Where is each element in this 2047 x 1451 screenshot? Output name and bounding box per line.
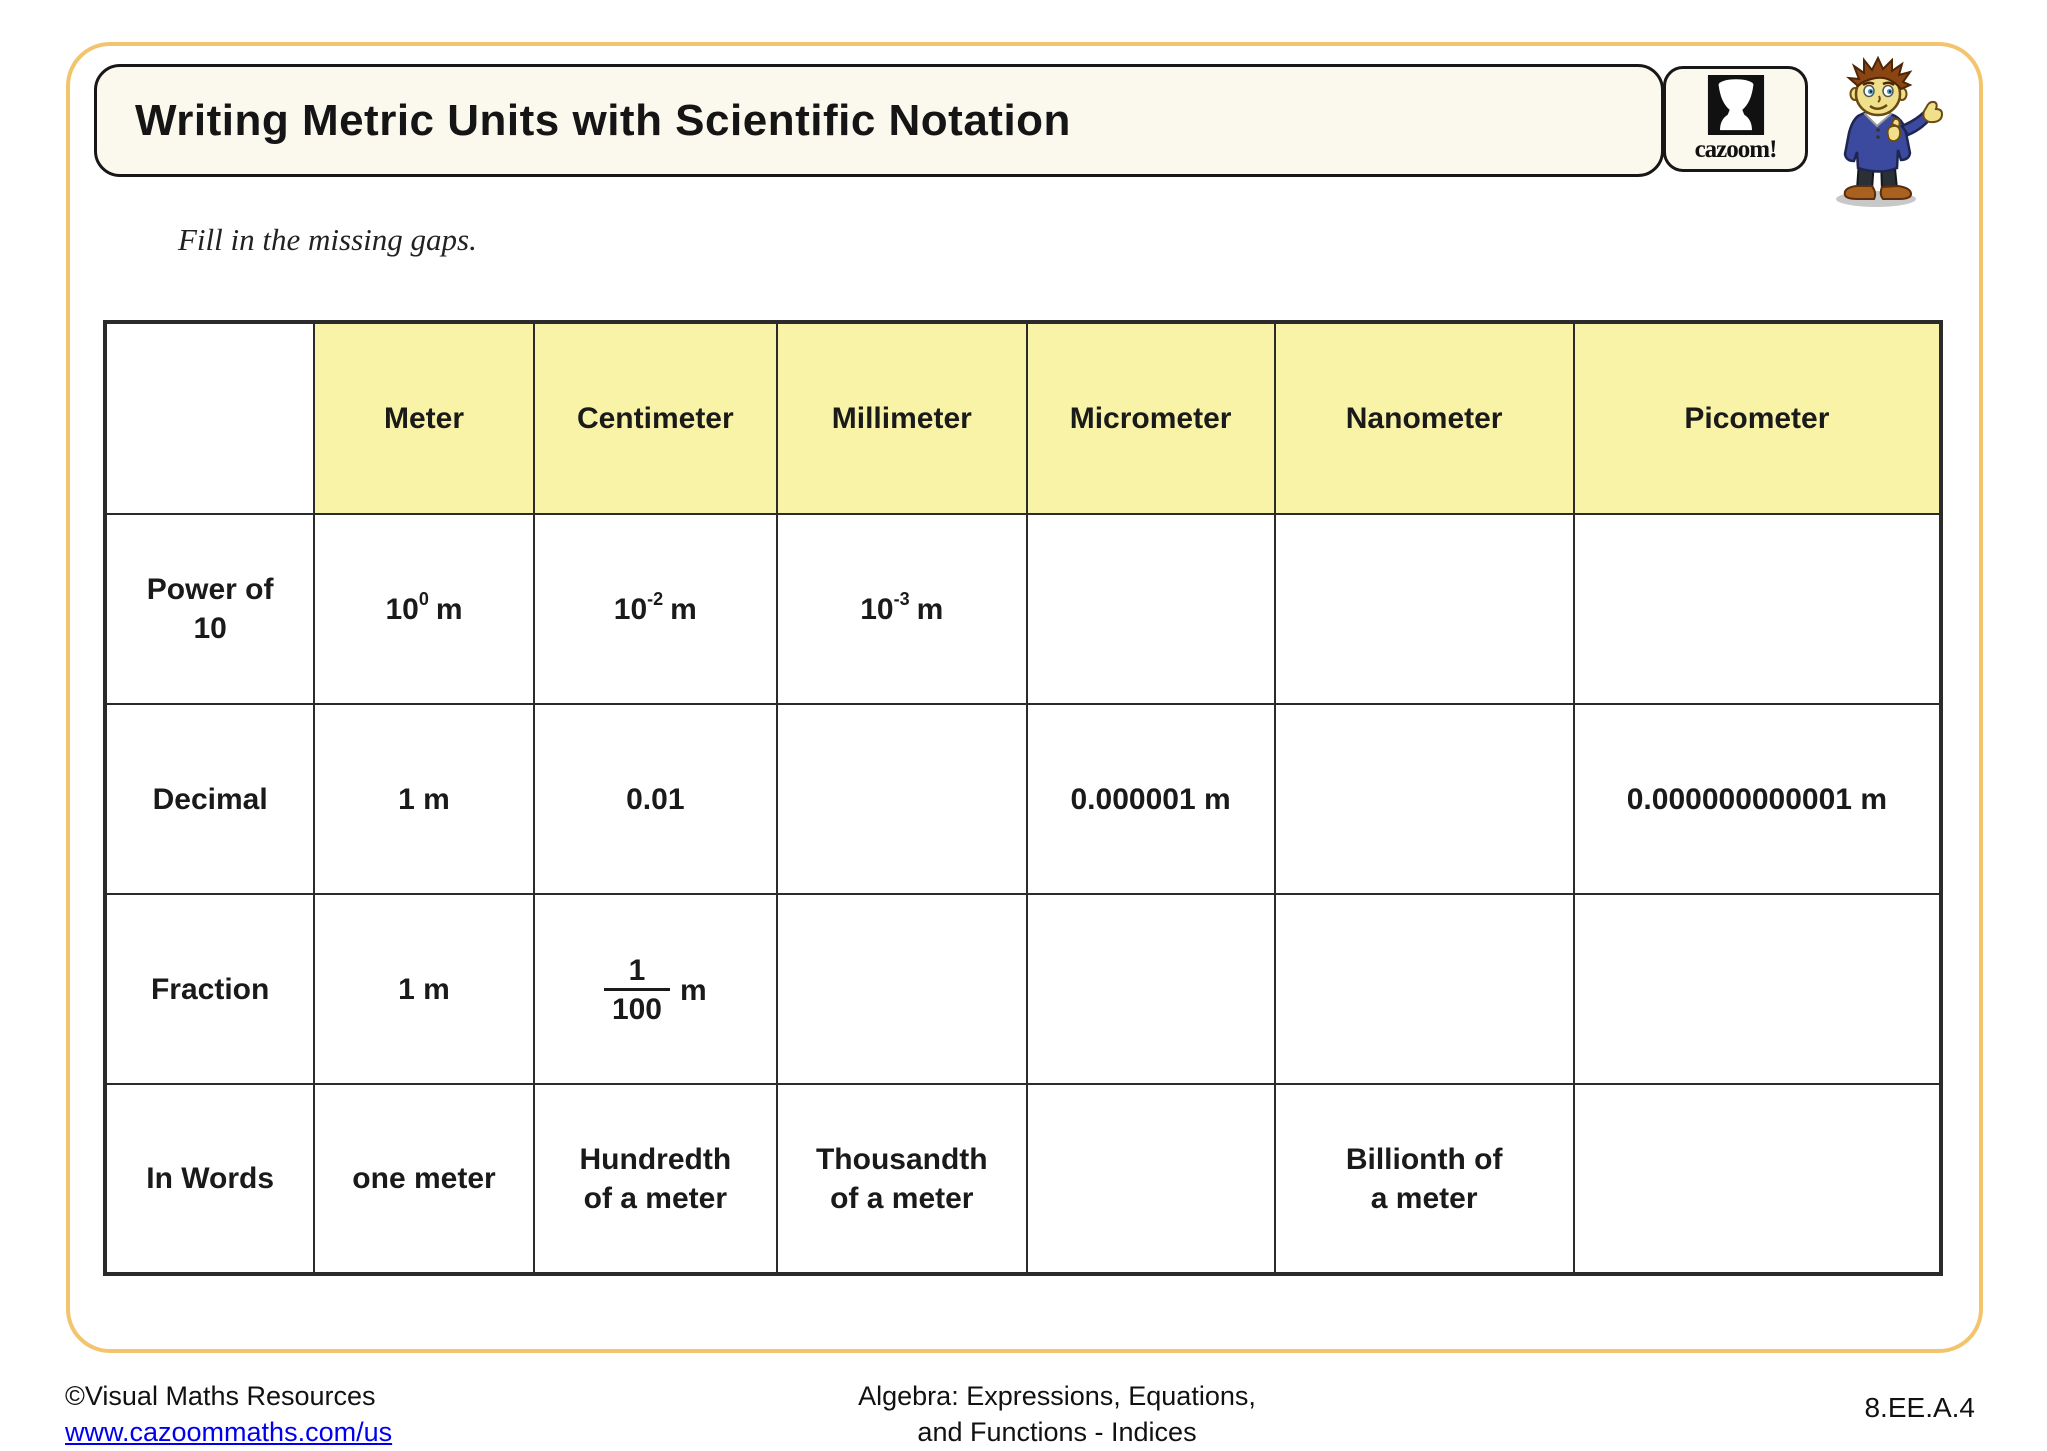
cell-decimal-meter: 1 m xyxy=(313,703,535,895)
cell-decimal-micrometer: 0.000001 m xyxy=(1025,703,1276,895)
copyright-text: ©Visual Maths Resources xyxy=(65,1381,376,1411)
logo-text: cazoom! xyxy=(1694,135,1778,163)
title-box: Writing Metric Units with Scientific Not… xyxy=(94,64,1664,177)
cell-fraction-millimeter xyxy=(775,893,1028,1085)
cell-power-of-10-nanometer xyxy=(1273,513,1575,705)
cell-fraction-centimeter: 1 100 m xyxy=(532,893,778,1085)
cell-power-of-10-millimeter: 10-3 m xyxy=(775,513,1028,705)
row-label-fraction: Fraction xyxy=(103,893,316,1085)
column-header-meter: Meter xyxy=(313,321,535,515)
cell-in-words-picometer xyxy=(1572,1083,1943,1275)
metric-units-table: Meter Centimeter Millimeter Micrometer Nanom… xyxy=(103,320,1943,1276)
cell-decimal-picometer: 0.000000000001 m xyxy=(1572,703,1943,895)
cell-power-of-10-picometer xyxy=(1572,513,1943,705)
column-header-picometer: Picometer xyxy=(1572,321,1943,515)
cell-fraction-micrometer xyxy=(1025,893,1276,1085)
cell-in-words-nanometer: Billionth of a meter xyxy=(1273,1083,1575,1275)
cell-in-words-micrometer xyxy=(1025,1083,1276,1275)
cell-in-words-centimeter: Hundredth of a meter xyxy=(532,1083,778,1275)
cell-in-words-millimeter: Thousandth of a meter xyxy=(775,1083,1028,1275)
instruction-text: Fill in the missing gaps. xyxy=(178,222,477,257)
cell-decimal-nanometer xyxy=(1273,703,1575,895)
column-header-nanometer: Nanometer xyxy=(1273,321,1575,515)
cazoom-logo: cazoom! xyxy=(1663,66,1808,172)
footer-topic-line1: Algebra: Expressions, Equations, xyxy=(858,1381,1256,1411)
column-header-centimeter: Centimeter xyxy=(532,321,778,515)
cell-power-of-10-micrometer xyxy=(1025,513,1276,705)
cell-decimal-centimeter: 0.01 xyxy=(532,703,778,895)
column-header-micrometer: Micrometer xyxy=(1025,321,1276,515)
row-label-power-of-10: Power of 10 xyxy=(103,513,316,705)
cell-fraction-picometer xyxy=(1572,893,1943,1085)
cell-decimal-millimeter xyxy=(775,703,1028,895)
column-header-millimeter: Millimeter xyxy=(775,321,1028,515)
row-label-decimal: Decimal xyxy=(103,703,316,895)
mascot-boy-icon xyxy=(1836,56,1944,207)
standard-code: 8.EE.A.4 xyxy=(1864,1392,1975,1423)
footer-left: ©Visual Maths Resources www.cazoommaths.… xyxy=(65,1378,392,1451)
page-title: Writing Metric Units with Scientific Not… xyxy=(135,95,1071,145)
cell-fraction-meter: 1 m xyxy=(313,893,535,1085)
footer-topic-line2: and Functions - Indices xyxy=(917,1417,1197,1448)
cell-power-of-10-centimeter: 10-2 m xyxy=(532,513,778,705)
website-link[interactable]: www.cazoommaths.com/us xyxy=(65,1417,393,1448)
cell-fraction-nanometer xyxy=(1273,893,1575,1085)
footer-topic: Algebra: Expressions, Equations, and Fun… xyxy=(837,1378,1277,1451)
row-label-in-words: In Words xyxy=(103,1083,316,1275)
djembe-drum-icon xyxy=(1707,74,1764,135)
corner-cell xyxy=(103,321,316,515)
cell-in-words-meter: one meter xyxy=(313,1083,535,1275)
cell-power-of-10-meter: 100 m xyxy=(313,513,535,705)
